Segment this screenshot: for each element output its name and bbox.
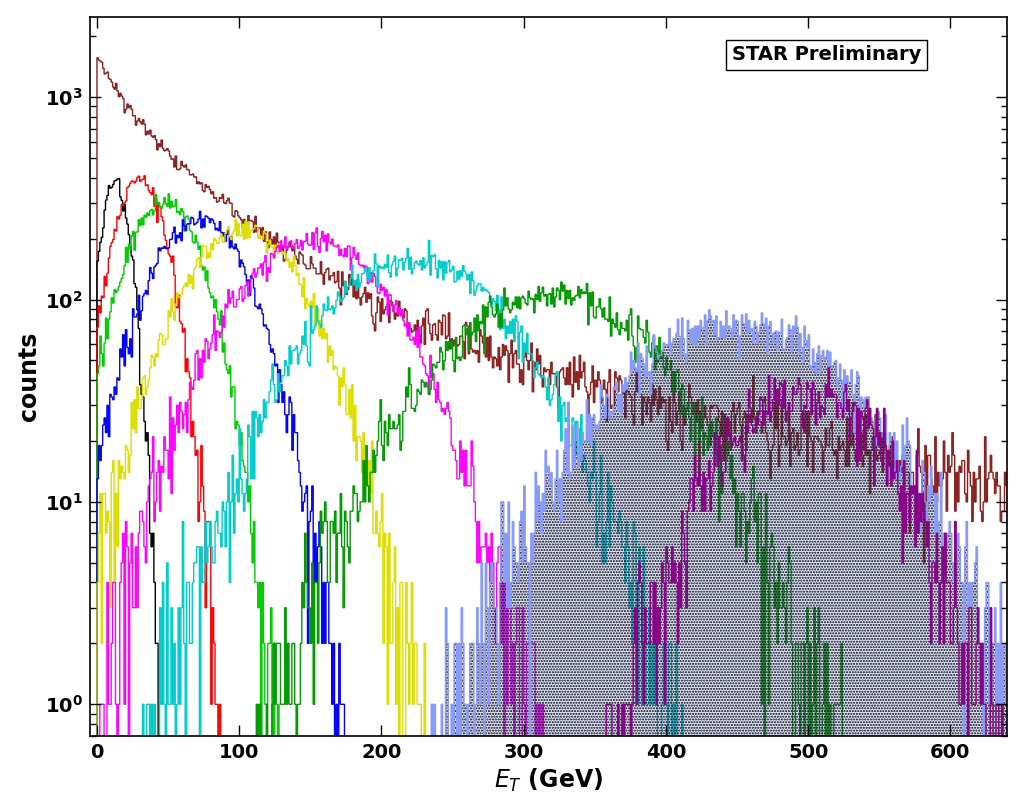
X-axis label: $E_T$ (GeV): $E_T$ (GeV): [494, 767, 603, 794]
Y-axis label: counts: counts: [16, 332, 41, 421]
Text: STAR Preliminary: STAR Preliminary: [732, 45, 922, 64]
